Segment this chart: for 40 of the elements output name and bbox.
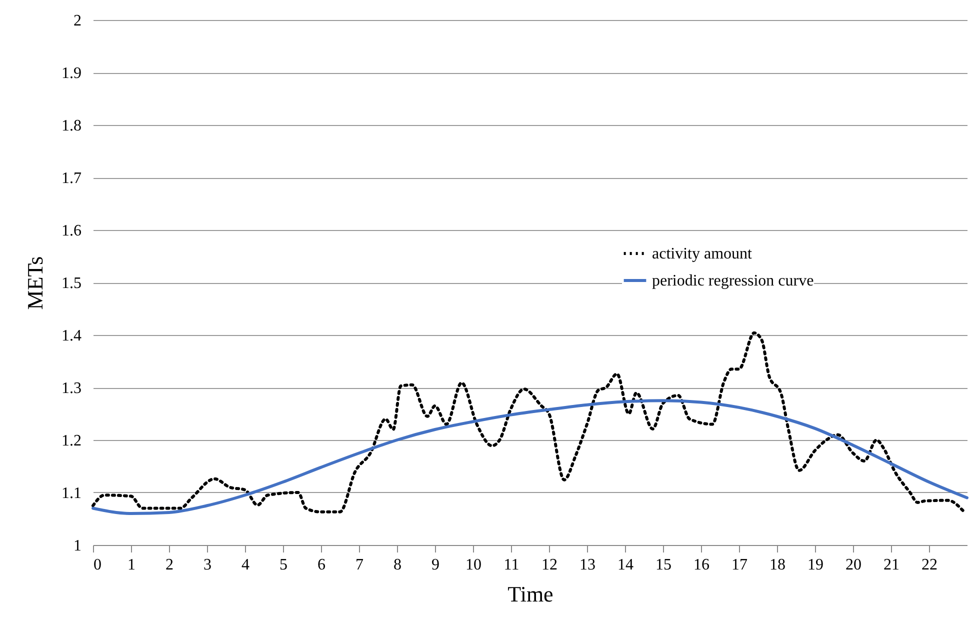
x-tick-label: 20: [846, 556, 862, 574]
x-tick-label: 0: [94, 556, 102, 574]
y-tick-label: 1.3: [62, 380, 82, 397]
y-tick-label: 1.2: [62, 432, 82, 450]
x-tick-label: 18: [770, 556, 786, 574]
y-tick-label: 1.6: [62, 222, 82, 240]
x-tick-label: 10: [466, 556, 482, 574]
y-tick-label: 1.8: [62, 118, 82, 134]
x-tick-label: 2: [166, 556, 174, 574]
x-tick-label: 1: [128, 556, 136, 574]
x-tick-label: 13: [580, 556, 596, 574]
x-tick-label: 17: [732, 556, 748, 574]
x-tick-label: 16: [694, 556, 710, 574]
line-series: [92, 331, 965, 514]
x-tick-label: 4: [242, 556, 250, 574]
x-tick-label: 15: [656, 556, 672, 574]
x-tick-label: 7: [356, 556, 364, 574]
y-tick-label: 1: [74, 538, 82, 554]
x-tick-label: 3: [204, 556, 212, 574]
legend-label: activity amount: [652, 246, 753, 262]
x-tick-label: 6: [318, 556, 326, 574]
x-tick-label: 8: [394, 556, 402, 574]
line-series: [92, 399, 968, 515]
y-tick-label: 2: [74, 12, 82, 30]
x-tick-label: 12: [542, 556, 558, 574]
x-tick-label: 22: [922, 556, 938, 574]
x-tick-label: 14: [618, 556, 634, 574]
y-tick-label: 1.7: [62, 170, 82, 187]
y-axis-title: METs: [22, 256, 48, 310]
x-axis-title: Time: [508, 582, 554, 606]
x-tick-label: 19: [808, 556, 824, 574]
x-tick-label: 9: [432, 556, 440, 574]
y-tick-label: 1.5: [62, 275, 82, 292]
x-tick-label: 5: [280, 556, 288, 574]
y-tick-label: 1.9: [62, 65, 82, 82]
y-tick-label: 1.4: [62, 328, 82, 344]
x-tick-label: 21: [884, 556, 900, 574]
x-tick-label: 11: [504, 556, 520, 574]
y-tick-label: 1.1: [62, 485, 82, 502]
legend-label: periodic regression curve: [652, 272, 814, 290]
